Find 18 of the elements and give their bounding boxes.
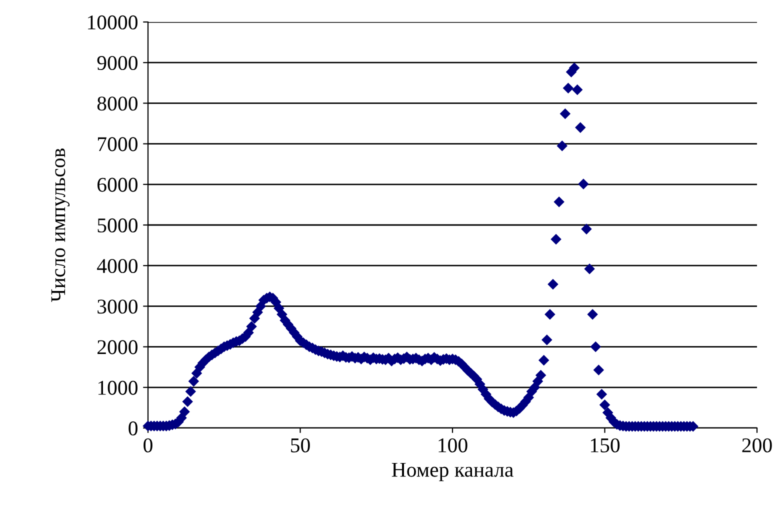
y-tick-label: 2000 bbox=[98, 340, 138, 354]
y-tick-label: 0 bbox=[128, 421, 138, 436]
y-tick-label: 5000 bbox=[98, 218, 138, 232]
y-tick-label: 7000 bbox=[98, 137, 138, 152]
y-tick-label: 9000 bbox=[97, 56, 138, 70]
x-tick-label: 200 bbox=[742, 438, 772, 452]
x-tick-label: 100 bbox=[438, 438, 468, 452]
y-tick-label: 1000 bbox=[98, 380, 138, 395]
y-tick-label: 4000 bbox=[97, 258, 138, 274]
y-tick-label: 8000 bbox=[97, 96, 138, 111]
y-tick-label: 6000 bbox=[98, 178, 138, 192]
y-axis-title: Число импульсов bbox=[51, 148, 70, 302]
y-tick-label: 10000 bbox=[88, 15, 138, 30]
x-tick-label: 50 bbox=[291, 438, 310, 452]
x-tick-label: 150 bbox=[590, 438, 620, 452]
x-axis-title: Номер канала bbox=[392, 462, 514, 482]
x-tick-label: 0 bbox=[144, 438, 152, 452]
y-tick-label: 3000 bbox=[98, 300, 138, 314]
